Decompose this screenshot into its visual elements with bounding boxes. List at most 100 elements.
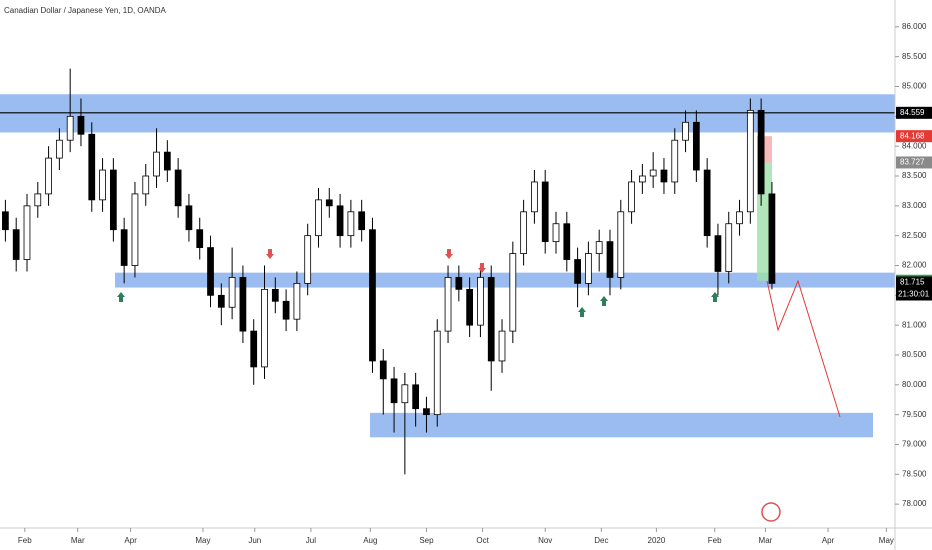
- x-tick-label: Feb: [708, 536, 722, 545]
- x-tick-label: Oct: [476, 536, 489, 545]
- candle-body: [163, 151, 171, 171]
- candle-body: [66, 115, 74, 141]
- up-arrow: [711, 292, 719, 302]
- signal-arrows: [117, 249, 719, 317]
- down-arrow: [478, 263, 486, 273]
- up-arrow: [117, 292, 125, 302]
- price-label: 83.727: [900, 158, 925, 167]
- chart-title: Canadian Dollar / Japanese Yen, 1D, OAND…: [4, 6, 167, 15]
- price-label-box: [896, 106, 932, 119]
- candle-body: [239, 277, 247, 332]
- candle-body: [423, 408, 430, 416]
- candle-body: [34, 193, 42, 207]
- countdown-box: [896, 288, 932, 301]
- candle-body: [77, 115, 85, 135]
- x-tick-label: May: [879, 536, 894, 545]
- candle-body: [563, 223, 571, 260]
- candle-body: [703, 169, 711, 237]
- candle-body: [412, 384, 420, 410]
- candle-body: [358, 211, 366, 231]
- y-tick-label: 85.000: [902, 82, 927, 91]
- candle-body: [768, 193, 776, 284]
- candle-body: [271, 288, 279, 302]
- x-tick-label: Nov: [538, 536, 552, 545]
- candle-body: [477, 277, 484, 326]
- candle-body: [714, 235, 722, 272]
- price-label-box: [896, 156, 932, 169]
- y-tick-label: 79.500: [902, 410, 927, 419]
- y-tick-label: 84.000: [902, 141, 927, 150]
- x-tick-label: Jun: [248, 536, 261, 545]
- price-label-box: [896, 276, 932, 289]
- candle-body: [671, 139, 679, 183]
- down-arrow: [445, 249, 453, 259]
- candle-body: [109, 169, 117, 231]
- logo: [761, 502, 781, 522]
- x-tick-label: Feb: [18, 536, 32, 545]
- price-label-box: [896, 130, 932, 143]
- candle-body: [617, 211, 625, 278]
- candle-body: [120, 229, 128, 266]
- candle-body: [56, 139, 63, 159]
- x-tick-label: May: [195, 536, 210, 545]
- candle-body: [757, 109, 765, 195]
- candle-body: [228, 277, 236, 308]
- candle-body: [174, 169, 182, 207]
- x-tick-label: Mar: [759, 536, 773, 545]
- y-tick-label: 80.500: [902, 350, 927, 359]
- price-label: 84.168: [900, 131, 925, 140]
- y-tick-label: 82.000: [902, 261, 927, 270]
- x-tick-label: Dec: [594, 536, 608, 545]
- candle-body: [379, 360, 387, 380]
- y-tick-label: 86.000: [902, 22, 927, 31]
- candle-body: [196, 229, 204, 248]
- candle-body: [736, 211, 743, 225]
- candle-body: [282, 300, 290, 320]
- candle-body: [444, 277, 452, 332]
- y-tick-label: 83.500: [902, 171, 927, 180]
- candle-body: [185, 205, 193, 231]
- candle-body: [45, 157, 52, 195]
- candle-body: [336, 205, 344, 237]
- candle-body: [88, 133, 96, 201]
- candle-body: [606, 241, 614, 278]
- candle-body: [585, 253, 592, 284]
- candle-body: [12, 229, 20, 260]
- candle-body: [217, 294, 225, 308]
- candle-body: [304, 235, 312, 284]
- candle-body: [541, 181, 549, 243]
- candle-body: [207, 247, 214, 296]
- candle-body: [531, 181, 538, 213]
- y-tick-label: 80.000: [902, 380, 927, 389]
- candle-body: [628, 181, 635, 213]
- support-resistance-zone: [370, 412, 873, 438]
- down-arrow: [266, 249, 274, 259]
- candle-body: [369, 229, 376, 362]
- candle-body: [552, 223, 560, 243]
- candle-body: [23, 205, 31, 260]
- up-arrow: [600, 296, 608, 306]
- x-tick-label: Aug: [363, 536, 377, 545]
- candle-body: [682, 121, 689, 141]
- projection-path: [766, 279, 841, 418]
- candle-body: [466, 288, 474, 326]
- y-tick-label: 85.500: [902, 52, 927, 61]
- x-tick-label: Apr: [822, 536, 835, 545]
- up-arrow: [578, 307, 586, 317]
- candle-body: [639, 175, 646, 183]
- candle-body: [520, 211, 527, 254]
- y-tick-label: 78.500: [902, 469, 927, 478]
- candle-body: [390, 378, 398, 404]
- candle-body: [725, 223, 733, 272]
- candle-body: [99, 169, 106, 201]
- candle-body: [325, 199, 333, 207]
- candle-body: [2, 211, 9, 231]
- candle-body: [692, 121, 700, 171]
- candle-body: [347, 211, 355, 237]
- x-tick-label: Sep: [419, 536, 434, 545]
- candle-body: [660, 169, 668, 183]
- candle-body: [595, 241, 603, 254]
- x-tick-label: Jul: [306, 536, 316, 545]
- candle-body: [142, 175, 150, 195]
- candle-body: [131, 193, 139, 266]
